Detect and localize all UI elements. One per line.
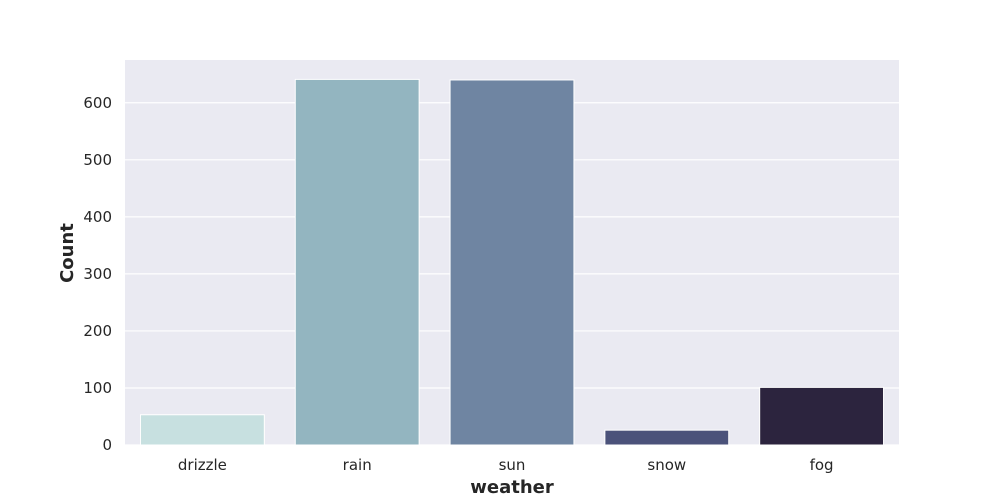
y-tick-label: 300 bbox=[83, 265, 112, 283]
bar-snow bbox=[604, 429, 730, 446]
x-tick-label-drizzle: drizzle bbox=[178, 456, 227, 474]
x-tick-label-snow: snow bbox=[647, 456, 686, 474]
bar-rain bbox=[294, 78, 420, 446]
x-tick-label-rain: rain bbox=[343, 456, 372, 474]
y-tick-label: 400 bbox=[83, 208, 112, 226]
y-tick-label: 500 bbox=[83, 151, 112, 169]
bar-drizzle bbox=[139, 414, 265, 446]
x-tick-labels: drizzle rain sun snow fog bbox=[178, 456, 834, 474]
y-axis-title: Count bbox=[57, 223, 78, 283]
y-tick-label: 0 bbox=[102, 436, 112, 454]
y-tick-label: 200 bbox=[83, 322, 112, 340]
bar-sun bbox=[449, 79, 575, 446]
x-tick-label-fog: fog bbox=[810, 456, 834, 474]
bars bbox=[139, 78, 885, 446]
x-tick-label-sun: sun bbox=[499, 456, 526, 474]
x-axis-title: weather bbox=[470, 477, 554, 498]
y-tick-label: 600 bbox=[83, 94, 112, 112]
y-tick-label: 100 bbox=[83, 379, 112, 397]
y-tick-labels: 0 100 200 300 400 500 600 bbox=[83, 94, 112, 454]
bar-fog bbox=[759, 386, 885, 446]
